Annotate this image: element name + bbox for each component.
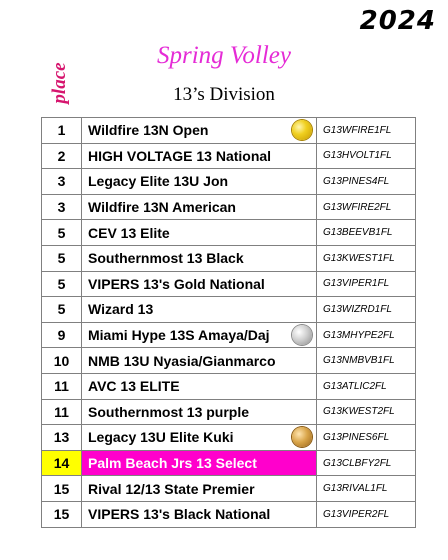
team-name-cell: VIPERS 13's Gold National — [81, 270, 317, 298]
team-code-cell: G13PINES6FL — [316, 424, 416, 451]
team-name-cell: Legacy Elite 13U Jon — [81, 168, 317, 195]
standings-row: 15 Rival 12/13 State Premier G13RIVAL1FL — [41, 475, 416, 502]
standings-row: 2 HIGH VOLTAGE 13 National G13HVOLT1FL — [41, 142, 416, 170]
team-name: Wizard 13 — [88, 301, 154, 318]
standings-row: 5 CEV 13 Elite G13BEEVB1FL — [41, 219, 416, 246]
team-name: Southernmost 13 purple — [88, 403, 250, 420]
team-name-cell: Palm Beach Jrs 13 Select — [81, 449, 317, 477]
team-name: Palm Beach Jrs 13 Select — [88, 455, 257, 472]
standings-row: 5 Southernmost 13 Black G13KWEST1FL — [41, 244, 416, 272]
standings-table: 1 Wildfire 13N Open G13WFIRE1FL 2 HIGH VOLTA… — [41, 117, 416, 528]
team-name-cell: Wildfire 13N American — [81, 193, 317, 221]
team-code-cell: G13KWEST1FL — [316, 244, 416, 272]
team-name-cell: Legacy 13U Elite Kuki — [81, 424, 317, 451]
standings-row: 14 Palm Beach Jrs 13 Select G13CLBFY2FL — [41, 449, 416, 477]
standings-row: 11 AVC 13 ELITE G13ATLIC2FL — [41, 372, 416, 400]
place-cell: 9 — [41, 321, 82, 349]
standings-row: 15 VIPERS 13's Black National G13VIPER2FL — [41, 500, 416, 528]
team-code-cell: G13RIVAL1FL — [316, 475, 416, 502]
team-code-cell: G13MHYPE2FL — [316, 321, 416, 349]
place-cell: 2 — [41, 142, 82, 170]
team-name-cell: Southernmost 13 purple — [81, 398, 317, 426]
standings-row: 3 Wildfire 13N American G13WFIRE2FL — [41, 193, 416, 221]
silver-medal-icon — [292, 325, 312, 346]
team-name-cell: NMB 13U Nyasia/Gianmarco — [81, 347, 317, 374]
team-name: Miami Hype 13S Amaya/Daj — [88, 327, 270, 344]
standings-row: 5 VIPERS 13's Gold National G13VIPER1FL — [41, 270, 416, 298]
team-name-cell: HIGH VOLTAGE 13 National — [81, 142, 317, 170]
tournament-title: Spring Volley — [156, 42, 291, 69]
team-name: HIGH VOLTAGE 13 National — [88, 147, 272, 164]
year-label: 2024 — [359, 6, 436, 36]
team-code-cell: G13CLBFY2FL — [316, 449, 416, 477]
standings-row: 3 Legacy Elite 13U Jon G13PINES4FL — [41, 168, 416, 195]
team-name-cell: Wildfire 13N Open — [81, 117, 317, 144]
team-code-cell: G13VIPER1FL — [316, 270, 416, 298]
team-name-cell: VIPERS 13's Black National — [81, 500, 317, 528]
place-cell: 3 — [41, 193, 82, 221]
standings-row: 11 Southernmost 13 purple G13KWEST2FL — [41, 398, 416, 426]
team-name: CEV 13 Elite — [88, 224, 170, 241]
team-name-cell: AVC 13 ELITE — [81, 372, 317, 400]
bronze-medal-icon — [292, 427, 312, 448]
team-name: VIPERS 13's Black National — [88, 506, 271, 523]
place-cell: 5 — [41, 270, 82, 298]
team-name-cell: Southernmost 13 Black — [81, 244, 317, 272]
team-name: Southernmost 13 Black — [88, 250, 244, 267]
place-cell: 3 — [41, 168, 82, 195]
team-code-cell: G13PINES4FL — [316, 168, 416, 195]
place-cell: 13 — [41, 424, 82, 451]
standings-row: 5 Wizard 13 G13WIZRD1FL — [41, 296, 416, 323]
team-code-cell: G13ATLIC2FL — [316, 372, 416, 400]
team-name: AVC 13 ELITE — [88, 378, 180, 395]
team-code-cell: G13KWEST2FL — [316, 398, 416, 426]
place-cell: 10 — [41, 347, 82, 374]
team-name-cell: Miami Hype 13S Amaya/Daj — [81, 321, 317, 349]
place-cell: 11 — [41, 372, 82, 400]
team-code-cell: G13HVOLT1FL — [316, 142, 416, 170]
team-code-cell: G13NMBVB1FL — [316, 347, 416, 374]
team-code-cell: G13VIPER2FL — [316, 500, 416, 528]
place-cell: 1 — [41, 117, 82, 144]
place-cell: 15 — [41, 475, 82, 502]
place-cell: 14 — [41, 449, 82, 477]
place-cell: 5 — [41, 296, 82, 323]
standings-row: 9 Miami Hype 13S Amaya/Daj G13MHYPE2FL — [41, 321, 416, 349]
team-name-cell: Wizard 13 — [81, 296, 317, 323]
team-code-cell: G13WIZRD1FL — [316, 296, 416, 323]
team-name: Wildfire 13N Open — [88, 122, 209, 139]
team-name: Rival 12/13 State Premier — [88, 480, 255, 497]
team-name-cell: CEV 13 Elite — [81, 219, 317, 246]
team-name: Legacy 13U Elite Kuki — [88, 429, 234, 446]
division-title: 13’s Division — [173, 84, 275, 105]
standings-row: 13 Legacy 13U Elite Kuki G13PINES6FL — [41, 424, 416, 451]
team-code-cell: G13WFIRE1FL — [316, 117, 416, 144]
place-cell: 5 — [41, 244, 82, 272]
standings-row: 1 Wildfire 13N Open G13WFIRE1FL — [41, 117, 416, 144]
team-name: Legacy Elite 13U Jon — [88, 173, 229, 190]
team-code-cell: G13WFIRE2FL — [316, 193, 416, 221]
gold-medal-icon — [292, 120, 312, 141]
place-cell: 15 — [41, 500, 82, 528]
team-name-cell: Rival 12/13 State Premier — [81, 475, 317, 502]
team-name: NMB 13U Nyasia/Gianmarco — [88, 352, 276, 369]
place-cell: 5 — [41, 219, 82, 246]
standings-row: 10 NMB 13U Nyasia/Gianmarco G13NMBVB1FL — [41, 347, 416, 374]
place-cell: 11 — [41, 398, 82, 426]
team-name: Wildfire 13N American — [88, 199, 236, 216]
team-name: VIPERS 13's Gold National — [88, 275, 265, 292]
team-code-cell: G13BEEVB1FL — [316, 219, 416, 246]
